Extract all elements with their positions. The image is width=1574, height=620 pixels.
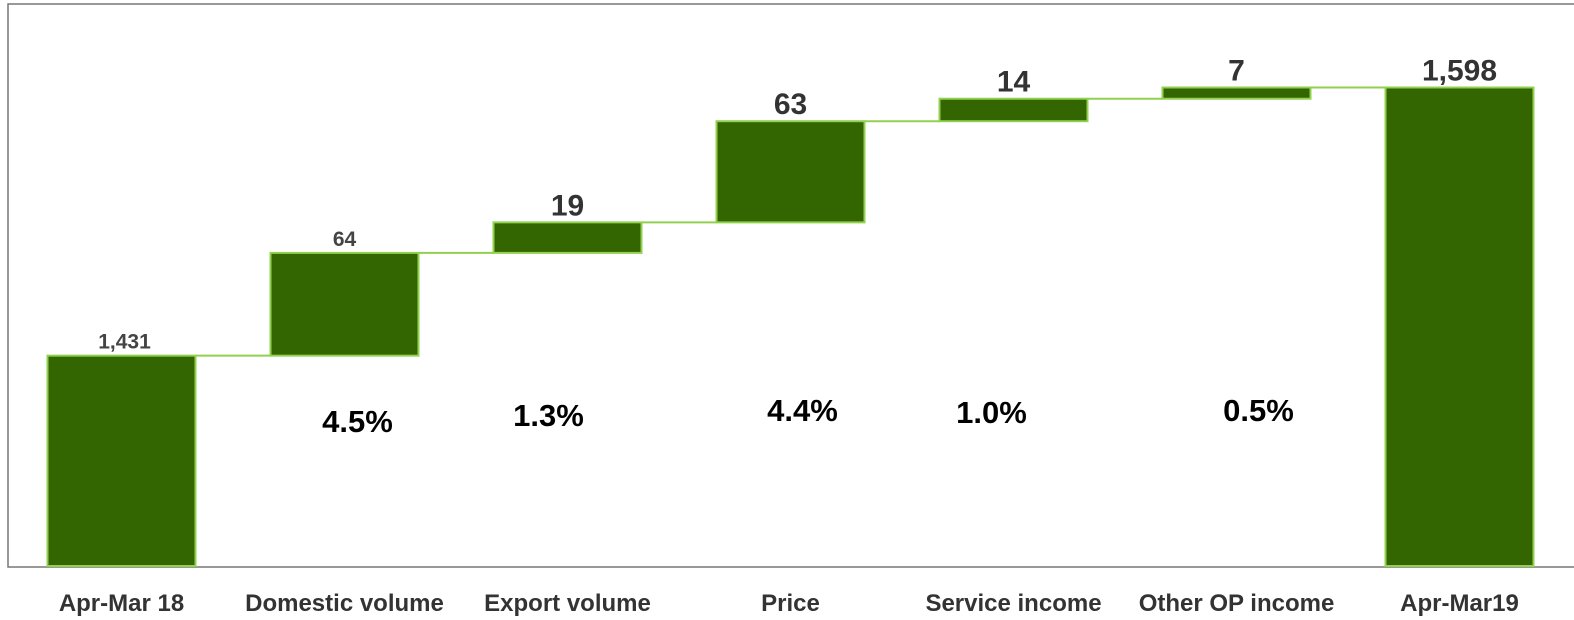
percent-label: 4.4% bbox=[767, 393, 838, 428]
bar bbox=[715, 120, 866, 224]
x-tick-label: Export volume bbox=[484, 590, 651, 617]
x-tick-label: Other OP income bbox=[1139, 590, 1335, 617]
bar bbox=[269, 251, 420, 357]
x-tick-label: Service income bbox=[925, 590, 1101, 617]
percent-label: 4.5% bbox=[322, 404, 393, 439]
bar bbox=[1161, 86, 1312, 100]
x-tick-label: Apr-Mar19 bbox=[1400, 590, 1519, 617]
x-tick-label: Price bbox=[761, 590, 820, 617]
percent-label: 0.5% bbox=[1223, 393, 1294, 428]
value-label: 64 bbox=[333, 228, 357, 251]
percent-label: 1.0% bbox=[956, 395, 1027, 430]
percent-label: 1.3% bbox=[513, 398, 584, 433]
bar bbox=[1384, 86, 1535, 568]
bar bbox=[46, 354, 197, 567]
value-label: 1,598 bbox=[1422, 54, 1497, 87]
value-label: 19 bbox=[551, 189, 584, 222]
bar bbox=[938, 97, 1089, 123]
value-label: 7 bbox=[1228, 54, 1245, 87]
value-label: 14 bbox=[997, 66, 1031, 99]
x-tick-label: Apr-Mar 18 bbox=[59, 590, 184, 617]
plot-frame bbox=[7, 3, 1574, 568]
x-tick-label: Domestic volume bbox=[245, 590, 444, 617]
value-label: 1,431 bbox=[98, 331, 151, 354]
bar bbox=[492, 221, 643, 254]
value-label: 63 bbox=[774, 88, 807, 121]
